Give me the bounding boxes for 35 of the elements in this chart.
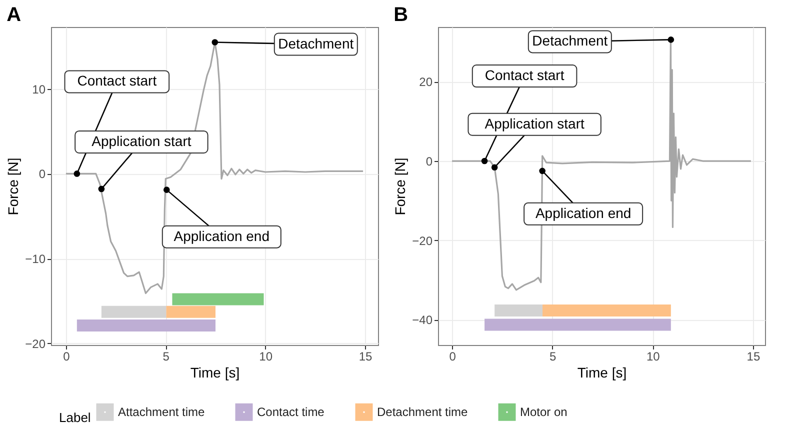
legend-label: Detachment time [377, 405, 468, 420]
chart-title: B [394, 4, 408, 26]
x-tick-label: 15 [746, 350, 760, 364]
annotation: Application start [484, 115, 584, 132]
annotation: Application end [535, 204, 632, 221]
y-tick-label: 20 [419, 75, 433, 90]
x-tick-label: 10 [646, 350, 660, 364]
annotation: Contact start [484, 67, 564, 84]
y-tick-label: 0 [426, 154, 433, 169]
legend-label: Motor on [520, 405, 568, 420]
annotation: Contact start [77, 72, 157, 89]
legend-label: Attachment time [118, 405, 206, 420]
legend-title: Label [59, 410, 91, 425]
y-tick-label: 0 [38, 167, 46, 182]
annotation: Detachment [532, 32, 608, 49]
annotation: Application end [174, 228, 270, 244]
y-tick-label: −20 [412, 234, 433, 248]
x-tick-label: 5 [162, 350, 170, 364]
x-tick-label: 0 [449, 350, 456, 364]
y-tick-label: −20 [25, 336, 46, 351]
legend-label: Contact time [257, 405, 325, 420]
x-axis-title: Time [s] [577, 364, 627, 380]
x-tick-label: 5 [550, 350, 557, 364]
annotation: Detachment [278, 35, 354, 52]
y-tick-label: −10 [25, 252, 46, 266]
annotation: Application start [92, 132, 192, 149]
y-axis-title: Force [N] [392, 158, 408, 216]
y-tick-label: −40 [412, 313, 433, 328]
x-tick-label: 0 [63, 350, 70, 364]
y-axis-title: Force [N] [5, 158, 22, 216]
y-tick-label: 10 [32, 82, 46, 96]
x-tick-label: 15 [358, 350, 373, 364]
x-tick-label: 10 [259, 350, 273, 364]
chart-title: A [6, 4, 22, 26]
x-axis-title: Time [s] [190, 364, 240, 380]
